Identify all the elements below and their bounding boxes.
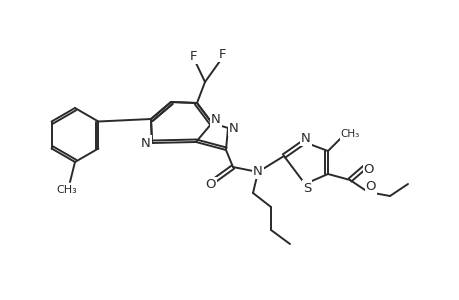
Text: CH₃: CH₃: [340, 129, 359, 139]
Text: F: F: [190, 50, 197, 62]
Text: O: O: [205, 178, 216, 191]
Text: O: O: [365, 181, 375, 194]
Text: N: N: [301, 131, 310, 145]
Text: S: S: [302, 182, 310, 194]
Text: N: N: [211, 112, 220, 125]
Text: N: N: [252, 164, 262, 178]
Text: N: N: [141, 136, 151, 149]
Text: O: O: [363, 163, 374, 176]
Text: N: N: [229, 122, 238, 134]
Text: F: F: [219, 47, 226, 61]
Text: CH₃: CH₃: [56, 185, 77, 195]
